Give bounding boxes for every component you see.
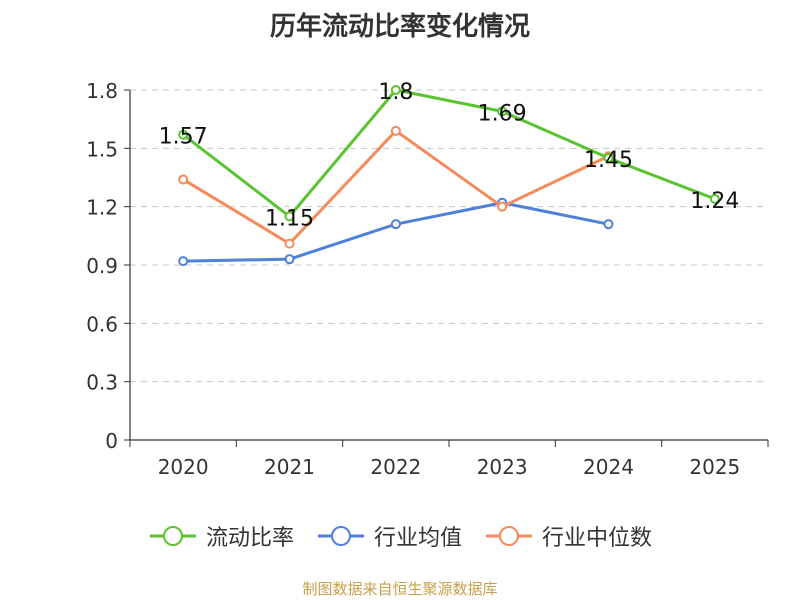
data-label: 1.24 [690, 189, 739, 214]
legend-item[interactable]: 行业均值 [316, 520, 462, 552]
data-point [178, 256, 189, 267]
legend-marker-icon [317, 526, 364, 546]
source-note: 制图数据来自恒生聚源数据库 [302, 580, 498, 598]
legend-marker-icon [486, 526, 532, 546]
y-tick-label: 1.5 [86, 137, 118, 161]
legend-label: 行业中位数 [542, 526, 653, 551]
x-tick-label: 2022 [370, 455, 421, 479]
data-label: 1.45 [584, 148, 633, 173]
data-point [497, 106, 508, 117]
y-tick-label: 1.2 [86, 196, 118, 220]
x-tick-label: 2025 [689, 455, 740, 479]
data-point [390, 219, 401, 230]
data-point [497, 201, 508, 212]
data-point [178, 129, 189, 140]
data-point [603, 153, 614, 164]
data-point [390, 125, 401, 136]
legend-marker-icon [149, 526, 196, 546]
y-tick-label: 1.8 [86, 79, 118, 103]
data-label: 1.57 [159, 125, 208, 150]
x-tick-label: 2021 [264, 455, 315, 479]
data-point [284, 254, 295, 265]
series-line [182, 88, 716, 218]
data-point [390, 85, 401, 95]
legend-label: 行业均值 [373, 526, 462, 551]
data-point [603, 219, 614, 230]
data-label: 1.8 [378, 80, 413, 105]
data-point [284, 211, 295, 222]
legend: 流动比率 行业均值 行业中位数 [0, 520, 800, 552]
series-line [183, 201, 609, 263]
legend-label: 流动比率 [205, 526, 294, 551]
x-tick-label: 2024 [583, 455, 634, 479]
data-point [709, 193, 720, 204]
data-label: 1.69 [478, 101, 527, 126]
y-tick-label: 0.3 [86, 371, 118, 395]
data-label: 1.15 [265, 206, 314, 231]
data-point [284, 238, 295, 249]
legend-item[interactable]: 流动比率 [148, 520, 294, 552]
x-tick-label: 2020 [158, 455, 209, 479]
x-tick-label: 2023 [477, 455, 528, 479]
y-tick-label: 0.6 [86, 312, 118, 336]
y-tick-label: 0 [105, 429, 118, 453]
chart-title: 历年流动比率变化情况 [269, 12, 530, 42]
data-point [178, 174, 189, 185]
legend-item[interactable]: 行业中位数 [484, 520, 652, 552]
y-tick-label: 0.9 [86, 254, 118, 278]
